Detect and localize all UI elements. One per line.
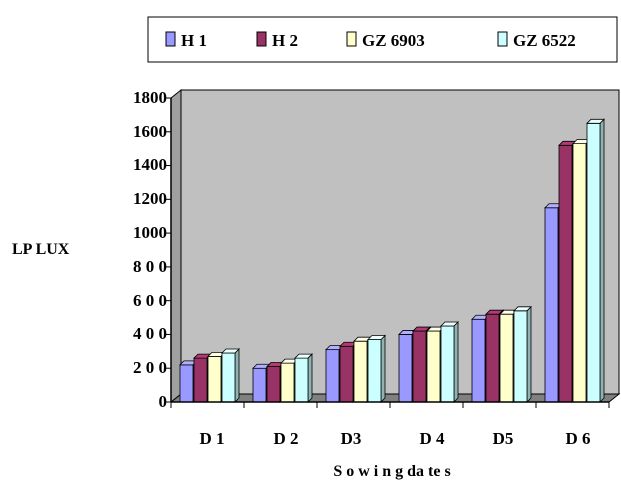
y-tick-1000: 1000 [133,223,167,242]
bar-front [294,357,309,403]
bar-front [513,310,528,403]
bar-side [599,118,605,403]
category-label-d1: D 1 [199,429,224,448]
legend-item-gz6522: GZ 6522 [497,31,576,50]
legend-label-h1: H 1 [181,31,207,50]
bar-side [526,305,532,403]
bar-gz6522-d5 [513,305,532,403]
bar-front [193,357,208,403]
legend-box [147,16,618,63]
plot-side-wall [170,88,182,404]
category-label-d6: D 6 [565,429,590,448]
bar-gz6522-d6 [586,118,605,403]
bar-front [499,313,514,403]
bar-front [339,345,354,403]
bar-front [398,334,413,403]
y-axis-title: LP LUX [12,241,70,258]
bar-side [380,334,386,403]
bar-gz6522-d2 [294,353,313,403]
legend-item-gz6903: GZ 6903 [346,31,425,50]
bar-front [572,143,587,403]
y-tick-0: 0 [159,392,168,411]
legend-label-h2: H 2 [272,31,298,50]
axes-group [166,97,610,408]
bar-top [440,321,459,327]
category-label-d3: D3 [341,429,362,448]
x-category-labels: D 1 D 2 D3 D 4 D5 D 6 [199,429,590,448]
bar-top [586,118,605,124]
bar-front [367,339,382,403]
bar-top [513,306,532,312]
bar-front [280,362,295,403]
bar-front [426,330,441,403]
legend-item-h1: H 1 [165,31,207,50]
bar-side [453,321,459,403]
y-tick-400: 4 0 0 [133,324,167,343]
bar-top [294,353,313,359]
legend-label-gz6522: GZ 6522 [513,31,576,50]
bar-front [207,355,222,403]
bar-gz6522-d4 [440,321,459,403]
x-axis-title: S o w i n g da te s [333,463,450,480]
bar-front [252,367,267,403]
y-tick-1600: 1600 [133,122,167,141]
legend-label-gz6903: GZ 6903 [362,31,425,50]
bar-front [586,122,601,403]
y-tick-1200: 1200 [133,189,167,208]
category-label-d4: D 4 [419,429,445,448]
bar-front [544,207,559,403]
bar-top [485,309,504,315]
y-tick-labels: 0 2 0 0 4 0 0 6 0 0 8 0 0 1000 1200 1400… [133,88,167,411]
legend: H 1 H 2 GZ 6903 GZ 6522 [147,16,618,63]
bar-front [221,352,236,403]
y-tick-800: 8 0 0 [133,257,167,276]
legend-swatch-h1 [165,31,176,47]
y-tick-200: 2 0 0 [133,358,167,377]
bar-front [353,340,368,403]
bar-top [221,348,240,354]
bar-front [412,330,427,403]
legend-swatch-gz6522 [497,31,508,47]
category-label-d5: D5 [493,429,514,448]
bar-top [412,326,431,332]
y-tick-1800: 1800 [133,88,167,107]
bar-gz6522-d3 [367,334,386,403]
legend-swatch-h2 [256,31,267,47]
category-label-d2: D 2 [273,429,298,448]
legend-swatch-gz6903 [346,31,357,47]
bar-front [325,349,340,403]
bar-top [367,335,386,340]
y-tick-1400: 1400 [133,155,167,174]
y-tick-600: 6 0 0 [133,291,167,310]
bars-group [179,118,605,403]
bar-front [179,364,194,403]
bar-side [307,353,313,403]
bar-front [485,313,500,403]
bar-front [440,325,455,403]
bar-front [266,366,281,403]
bar-front [558,144,573,403]
legend-item-h2: H 2 [256,31,298,50]
bar-front [471,318,486,403]
bar-side [234,348,240,403]
bar-gz6522-d1 [221,348,240,403]
